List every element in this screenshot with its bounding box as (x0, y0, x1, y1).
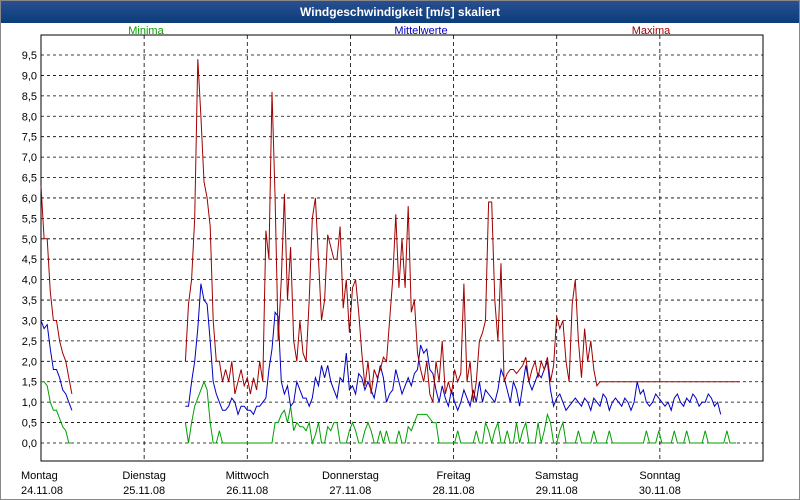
y-tick-label: 7,0 (22, 152, 37, 164)
day-label: Montag (21, 470, 58, 482)
y-tick-label: 9,5 (22, 50, 37, 62)
y-tick-label: 7,5 (22, 132, 37, 144)
series-line-minima (41, 381, 72, 444)
wind-speed-chart: 0,0 0,5 1,0 1,5 2,0 2,5 3,0 3,5 4,0 4,5 5,0 5,5 6,0 6… (21, 25, 764, 497)
legend-mittelwerte: Mittelwerte (394, 25, 447, 37)
y-tick-label: 3,0 (22, 315, 37, 327)
date-label: 24.11.08 (21, 485, 63, 497)
series-line-minima (184, 380, 737, 445)
series-line-maxima (184, 59, 740, 403)
y-tick-label: 0,5 (22, 418, 37, 430)
y-tick-label: 8,5 (22, 91, 37, 103)
y-tick-label: 9,0 (22, 70, 37, 82)
day-label: Samstag (535, 470, 578, 482)
y-tick-label: 2,0 (22, 356, 37, 368)
y-tick-label: 4,5 (22, 254, 37, 266)
y-tick-label: 4,0 (22, 275, 37, 287)
series-line-mittelwerte (40, 320, 73, 411)
y-tick-label: 2,5 (22, 336, 37, 348)
day-label: Mittwoch (226, 470, 269, 482)
y-tick-label: 5,0 (22, 234, 37, 246)
legend-maxima: Maxima (632, 25, 671, 37)
y-tick-label: 3,5 (22, 295, 37, 307)
date-label: 27.11.08 (329, 485, 371, 497)
y-tick-label: 0,0 (22, 438, 37, 450)
y-tick-label: 6,5 (22, 173, 37, 185)
y-tick-label: 1,0 (22, 397, 37, 409)
date-label: 25.11.08 (123, 485, 165, 497)
date-label: 28.11.08 (433, 485, 475, 497)
series-line-maxima (40, 185, 73, 395)
date-label: 29.11.08 (536, 485, 578, 497)
day-label: Donnerstag (322, 470, 379, 482)
day-label: Sonntag (639, 470, 680, 482)
y-tick-label: 1,5 (22, 377, 37, 389)
legend-minima: Minima (128, 25, 164, 37)
y-tick-label: 5,5 (22, 213, 37, 225)
day-label: Dienstag (122, 470, 165, 482)
y-tick-label: 6,0 (22, 193, 37, 205)
window-title: Windgeschwindigkeit [m/s] skaliert (1, 1, 799, 23)
date-label: 30.11.08 (639, 485, 681, 497)
plot-frame (40, 34, 764, 462)
date-label: 26.11.08 (226, 485, 268, 497)
series-line-mittelwerte (185, 283, 722, 417)
y-tick-label: 8,0 (22, 111, 37, 123)
day-label: Freitag (436, 470, 470, 482)
